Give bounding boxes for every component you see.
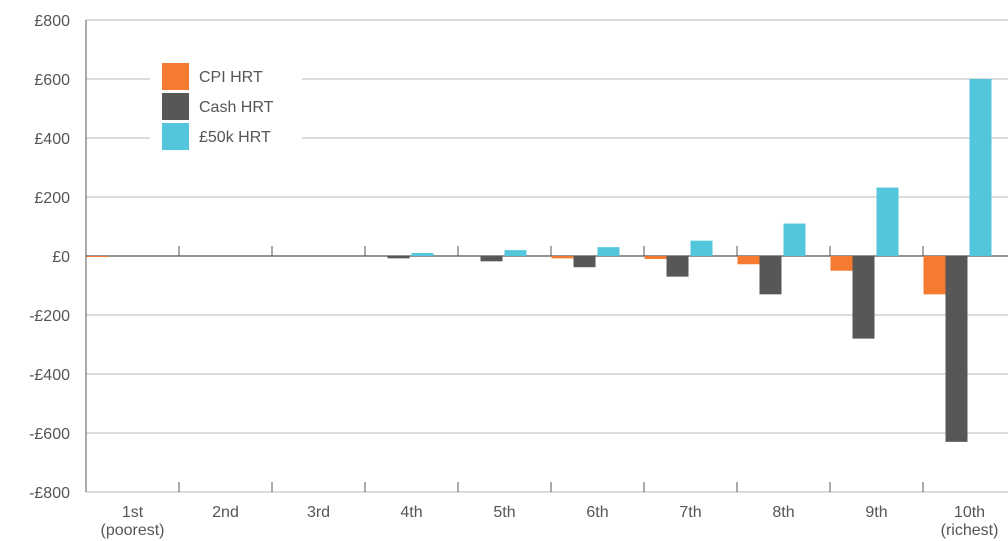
y-tick-label: -£800: [29, 485, 70, 502]
bar-cash-hrt-4: [387, 256, 410, 259]
bar--50k-hrt-7: [690, 240, 713, 256]
x-tick-label: 10th: [954, 504, 985, 521]
x-tick-label: 5th: [493, 504, 515, 521]
x-tick-label: 2nd: [212, 504, 239, 521]
bar-cash-hrt-5: [480, 256, 503, 262]
bar-cash-hrt-8: [759, 256, 782, 295]
bar-cpi-hrt-6: [551, 256, 574, 259]
legend-swatch: [162, 93, 189, 120]
bars: [86, 79, 992, 442]
x-tick-label: 3rd: [307, 504, 330, 521]
legend-label: Cash HRT: [199, 99, 274, 116]
y-tick-label: £400: [34, 131, 70, 148]
legend-label: £50k HRT: [199, 129, 271, 146]
legend: CPI HRT Cash HRT £50k HRT: [150, 58, 302, 158]
y-tick-label: £0: [52, 249, 70, 266]
bar--50k-hrt-10: [969, 79, 992, 256]
bar--50k-hrt-9: [876, 187, 899, 256]
legend-swatch: [162, 63, 189, 90]
bar--50k-hrt-6: [597, 247, 620, 256]
bar-cash-hrt-6: [573, 256, 596, 268]
bar-cpi-hrt-8: [737, 256, 760, 265]
bar--50k-hrt-4: [411, 253, 434, 256]
x-tick-label: 8th: [772, 504, 794, 521]
x-tick-label: (richest): [941, 522, 999, 539]
y-tick-label: £200: [34, 190, 70, 207]
x-tick-label: 9th: [865, 504, 887, 521]
x-tick-label: (poorest): [100, 522, 164, 539]
legend-label: CPI HRT: [199, 69, 263, 86]
bar-cash-hrt-10: [945, 256, 968, 442]
y-tick-label: -£200: [29, 308, 70, 325]
bar-cpi-hrt-1: [86, 256, 109, 257]
bar-cpi-hrt-7: [644, 256, 667, 259]
y-axis: £800 £600 £400 £200 £0 -£200 -£400 -£600 -£800: [29, 13, 87, 502]
x-axis: 1st(poorest) 2nd 3rd 4th 5th 6th 7th 8th 9th 10th…: [100, 246, 998, 539]
y-tick-label: £800: [34, 13, 70, 30]
y-tick-label: £600: [34, 72, 70, 89]
x-tick-label: 6th: [586, 504, 608, 521]
bar--50k-hrt-8: [783, 223, 806, 256]
y-tick-label: -£600: [29, 426, 70, 443]
legend-swatch: [162, 123, 189, 150]
x-tick-label: 7th: [679, 504, 701, 521]
bar-cash-hrt-7: [666, 256, 689, 277]
bar-cpi-hrt-9: [830, 256, 853, 271]
bar--50k-hrt-5: [504, 250, 527, 256]
bar-cash-hrt-9: [852, 256, 875, 339]
y-tick-label: -£400: [29, 367, 70, 384]
bar-cpi-hrt-10: [923, 256, 946, 295]
x-tick-label: 1st: [122, 504, 144, 521]
x-tick-label: 4th: [400, 504, 422, 521]
